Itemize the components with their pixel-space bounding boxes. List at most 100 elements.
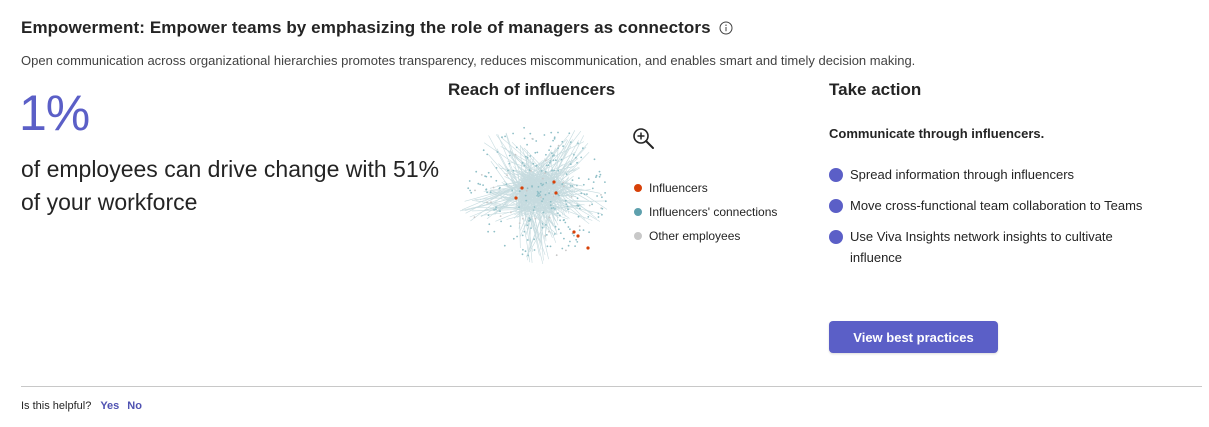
network-node <box>548 230 550 233</box>
network-node <box>575 238 578 241</box>
network-node <box>488 223 491 226</box>
zoom-in-icon[interactable] <box>631 126 655 150</box>
network-node <box>543 134 546 136</box>
influencer-node <box>554 191 558 195</box>
network-node <box>567 226 570 228</box>
network-node <box>529 218 532 221</box>
network-edge <box>533 209 542 250</box>
network-node <box>552 207 555 209</box>
network-edge <box>520 144 523 185</box>
network-node <box>549 161 551 164</box>
network-edge <box>548 130 576 181</box>
network-edge <box>519 206 547 211</box>
network-node <box>539 194 541 196</box>
network-node <box>562 145 564 148</box>
network-node <box>593 158 596 161</box>
action-item: Use Viva Insights network insights to cu… <box>829 226 1149 268</box>
network-node <box>533 206 536 208</box>
legend-label: Other employees <box>649 229 741 243</box>
network-node <box>534 151 537 154</box>
network-node <box>578 177 580 179</box>
network-node <box>533 249 536 251</box>
feedback-no-link[interactable]: No <box>127 400 142 412</box>
network-node <box>595 174 598 177</box>
network-node <box>518 222 521 224</box>
card-title: Empowerment: Empower teams by emphasizin… <box>21 18 711 37</box>
network-node <box>512 169 515 172</box>
network-node <box>598 175 601 178</box>
network-node <box>522 217 524 220</box>
network-node <box>487 214 490 217</box>
network-edge <box>522 174 543 229</box>
network-node <box>530 170 533 172</box>
network-node <box>545 159 547 162</box>
network-node <box>508 154 511 157</box>
network-edge <box>539 148 559 175</box>
network-edge <box>552 194 590 225</box>
network-node <box>576 241 579 243</box>
network-node <box>573 234 575 237</box>
network-node <box>485 188 487 191</box>
network-node <box>548 149 550 151</box>
network-node <box>565 173 568 176</box>
network-node <box>554 225 557 228</box>
network-node <box>518 190 521 192</box>
network-node <box>489 191 492 194</box>
feedback-question: Is this helpful? <box>21 400 92 412</box>
network-node <box>564 221 567 224</box>
feedback-yes-link[interactable]: Yes <box>100 400 120 412</box>
network-node <box>484 175 486 177</box>
network-edge <box>537 180 565 195</box>
network-node <box>551 169 553 172</box>
influencer-node <box>552 180 556 184</box>
card-subtitle: Open communication across organizational… <box>21 53 916 68</box>
network-edge <box>542 173 593 203</box>
network-node <box>528 169 531 171</box>
card-header: Empowerment: Empower teams by emphasizin… <box>21 18 733 38</box>
network-edge <box>497 172 534 213</box>
network-node <box>557 212 559 214</box>
legend-item-influencers: Influencers <box>634 176 777 200</box>
network-node <box>524 250 527 253</box>
network-node <box>559 214 561 217</box>
network-node <box>523 126 525 129</box>
info-icon[interactable] <box>719 21 733 35</box>
view-best-practices-button[interactable]: View best practices <box>829 321 998 353</box>
network-edge <box>523 134 570 191</box>
network-node <box>525 189 528 192</box>
network-edge <box>541 159 574 177</box>
network-graph <box>459 126 608 264</box>
action-title: Take action <box>829 80 922 99</box>
network-node <box>567 244 570 247</box>
network-node <box>565 203 568 205</box>
network-node <box>562 219 565 222</box>
network-node <box>536 194 538 197</box>
network-node <box>526 143 528 146</box>
network-node <box>596 195 598 197</box>
network-node <box>559 232 562 234</box>
network-node <box>549 200 552 203</box>
network-node <box>567 208 569 211</box>
network-edge <box>492 205 551 212</box>
action-list: Spread information through influencers M… <box>829 164 1149 278</box>
network-node <box>554 208 556 210</box>
network-node <box>486 191 488 194</box>
action-item-text: Use Viva Insights network insights to cu… <box>850 229 1113 265</box>
network-node <box>505 183 508 186</box>
network-node <box>482 184 484 186</box>
network-node <box>545 164 548 167</box>
network-edge <box>517 186 531 263</box>
influencer-node <box>572 230 576 234</box>
divider <box>21 386 1202 387</box>
network-node <box>482 149 485 152</box>
legend-dot <box>634 208 642 216</box>
feedback-bar: Is this helpful? Yes No <box>21 400 142 412</box>
network-node <box>527 254 529 257</box>
network-node <box>511 189 514 192</box>
network-node <box>553 169 555 172</box>
network-node <box>565 249 567 252</box>
network-node <box>553 136 556 139</box>
network-node <box>541 200 543 203</box>
network-node <box>560 158 563 161</box>
network-node <box>557 169 560 172</box>
